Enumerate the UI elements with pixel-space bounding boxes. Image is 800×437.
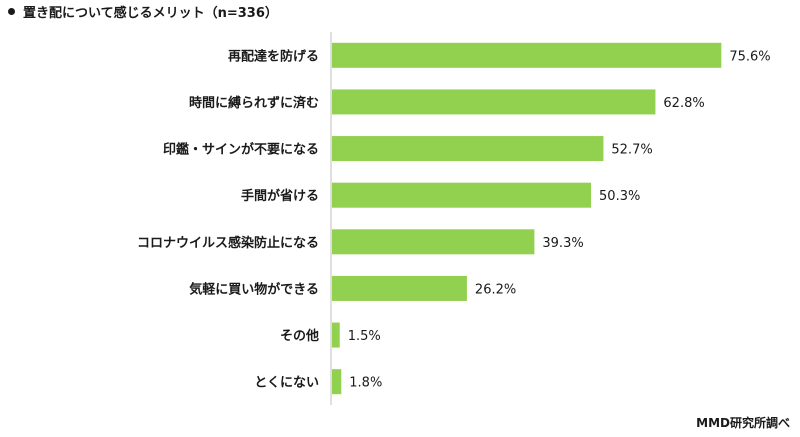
category-label-6: その他 xyxy=(280,328,319,344)
bullet-icon xyxy=(8,8,15,15)
category-label-5: 気軽に買い物ができる xyxy=(189,281,319,297)
category-label-4: コロナウイルス感染防止になる xyxy=(137,235,319,251)
value-label-2: 52.7% xyxy=(611,143,652,158)
bar-2 xyxy=(332,136,604,162)
value-label-0: 75.6% xyxy=(729,49,770,64)
category-label-1: 時間に縛られずに済む xyxy=(189,95,319,111)
source-note: MMD研究所調べ xyxy=(696,416,790,430)
bar-4 xyxy=(332,229,535,255)
bar-7 xyxy=(332,369,342,395)
chart-title-row: 置き配について感じるメリット（n=336） xyxy=(8,2,278,21)
value-label-3: 50.3% xyxy=(599,189,640,204)
bar-6 xyxy=(332,322,340,348)
category-label-3: 手間が省ける xyxy=(241,188,319,204)
value-label-5: 26.2% xyxy=(475,282,516,297)
bar-3 xyxy=(332,182,592,208)
bar-0 xyxy=(332,42,722,68)
value-label-7: 1.8% xyxy=(349,376,382,391)
bar-5 xyxy=(332,275,467,301)
bar-1 xyxy=(332,89,656,115)
category-label-0: 再配達を防げる xyxy=(228,48,319,64)
category-label-2: 印鑑・サインが不要になる xyxy=(163,142,319,158)
value-label-1: 62.8% xyxy=(663,96,704,111)
category-label-7: とくにない xyxy=(254,376,319,391)
value-label-4: 39.3% xyxy=(542,236,583,251)
value-label-6: 1.5% xyxy=(348,329,381,344)
chart-title: 置き配について感じるメリット（n=336） xyxy=(23,6,278,21)
